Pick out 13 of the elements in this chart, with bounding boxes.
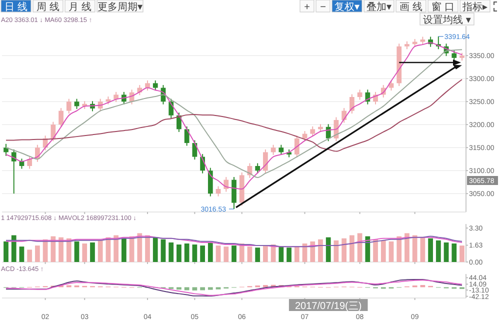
text: 复权▾ bbox=[334, 1, 360, 13]
text: 窗 口 bbox=[432, 1, 454, 13]
text: 日 线 bbox=[4, 1, 28, 13]
text: 叠加▾ bbox=[366, 1, 392, 13]
text: 月 线 bbox=[68, 1, 92, 13]
text: 更多周期▾ bbox=[97, 1, 143, 13]
text: + bbox=[304, 2, 310, 13]
text: 周 线 bbox=[36, 1, 60, 13]
text: 指标▸ bbox=[461, 1, 488, 13]
text: − bbox=[320, 2, 326, 13]
text: 设置均线 ▾ bbox=[423, 14, 471, 26]
text: 2017/07/19(三) bbox=[294, 301, 362, 312]
text: 画 线 bbox=[400, 1, 422, 13]
